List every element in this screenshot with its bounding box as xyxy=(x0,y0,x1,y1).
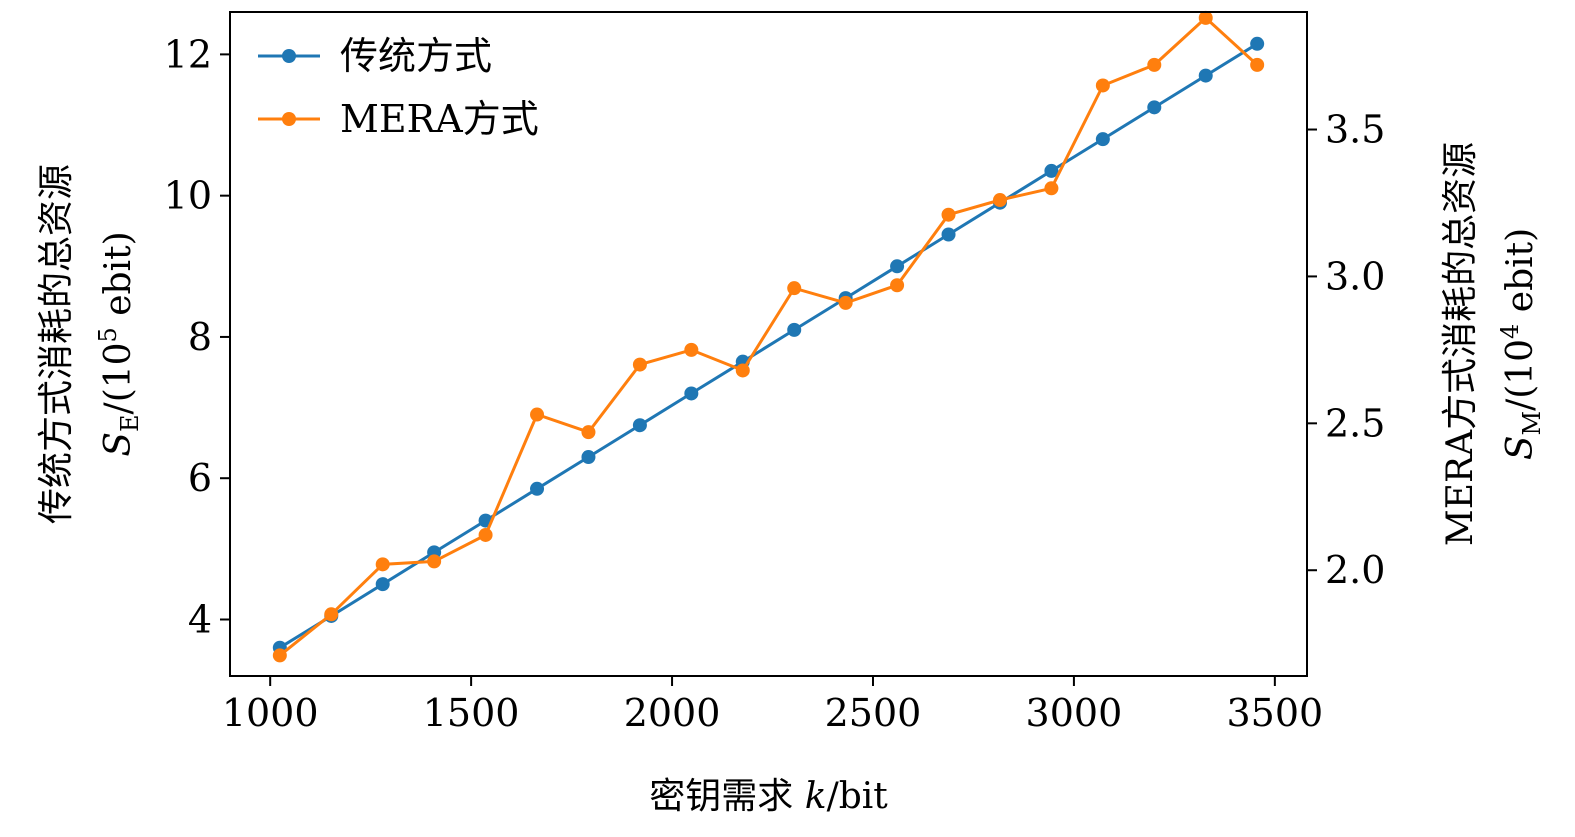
data-point xyxy=(581,425,596,440)
series-2 xyxy=(272,10,1265,663)
left-y-tick-label: 12 xyxy=(164,32,212,76)
x-tick-label: 2500 xyxy=(825,691,922,735)
right-y-tick-label: 3.5 xyxy=(1325,108,1385,152)
right-y-tick-label: 3.0 xyxy=(1325,254,1385,298)
right-y-axis-label-line1: MERA方式消耗的总资源 xyxy=(1440,142,1481,546)
data-point xyxy=(890,278,905,293)
left-y-tick-label: 8 xyxy=(188,315,212,359)
data-point xyxy=(632,418,647,433)
data-point xyxy=(1095,78,1110,93)
right-y-axis-label: MERA方式消耗的总资源 SM/(104 ebit) xyxy=(1440,142,1546,546)
left-y-tick-label: 4 xyxy=(188,597,212,641)
legend-item: MERA方式 xyxy=(258,97,539,141)
legend-label: MERA方式 xyxy=(340,97,539,141)
series-layer xyxy=(272,10,1265,663)
data-point xyxy=(1147,100,1162,115)
data-point xyxy=(375,557,390,572)
legend-label: 传统方式 xyxy=(340,34,492,78)
right-y-axis-label-line2: SM/(104 ebit) xyxy=(1496,228,1546,460)
left-y-axis-label-line2: SE/(105 ebit) xyxy=(94,231,144,456)
data-point xyxy=(478,527,493,542)
right-y-tick-label: 2.0 xyxy=(1325,548,1385,592)
left-y-axis-label-line1: 传统方式消耗的总资源 xyxy=(36,164,77,524)
data-point xyxy=(1198,10,1213,25)
data-point xyxy=(735,363,750,378)
data-point xyxy=(530,407,545,422)
legend-marker xyxy=(282,112,296,126)
data-point xyxy=(1044,181,1059,196)
x-tick-label: 2000 xyxy=(624,691,721,735)
legend-marker xyxy=(282,49,296,63)
data-point xyxy=(838,295,853,310)
data-point xyxy=(427,554,442,569)
data-point xyxy=(1044,163,1059,178)
data-point xyxy=(1198,68,1213,83)
x-tick-label: 3500 xyxy=(1226,691,1323,735)
legend: 传统方式 MERA方式 xyxy=(258,34,539,141)
data-point xyxy=(375,577,390,592)
right-y-tick-label: 2.5 xyxy=(1325,401,1385,445)
plot-frame xyxy=(229,11,1308,677)
data-point xyxy=(787,281,802,296)
x-axis-label: 密钥需求 k/bit xyxy=(649,776,888,817)
data-point xyxy=(581,450,596,465)
right-y-axis-ticks: 2.0 2.5 3.0 3.5 xyxy=(1307,108,1385,592)
data-point xyxy=(272,648,287,663)
x-axis-ticks: 1000 1500 2000 2500 3000 3500 xyxy=(222,676,1323,735)
data-point xyxy=(1095,132,1110,147)
x-tick-label: 1000 xyxy=(222,691,319,735)
series-line xyxy=(279,42,1258,649)
data-point xyxy=(787,322,802,337)
data-point xyxy=(530,481,545,496)
data-point xyxy=(1250,36,1265,51)
left-y-tick-label: 6 xyxy=(188,456,212,500)
data-point xyxy=(324,607,339,622)
data-point xyxy=(632,357,647,372)
x-tick-label: 3000 xyxy=(1026,691,1123,735)
data-point xyxy=(941,207,956,222)
data-point xyxy=(684,342,699,357)
data-point xyxy=(890,259,905,274)
data-point xyxy=(941,227,956,242)
data-point xyxy=(684,386,699,401)
left-y-axis-label: 传统方式消耗的总资源 SE/(105 ebit) xyxy=(36,164,144,524)
data-point xyxy=(992,193,1007,208)
left-y-axis-ticks: 4 6 8 10 12 xyxy=(164,32,230,641)
legend-item: 传统方式 xyxy=(258,34,492,78)
data-point xyxy=(1250,57,1265,72)
data-point xyxy=(1147,57,1162,72)
left-y-tick-label: 10 xyxy=(164,174,212,218)
x-tick-label: 1500 xyxy=(423,691,520,735)
series-line xyxy=(278,15,1259,657)
